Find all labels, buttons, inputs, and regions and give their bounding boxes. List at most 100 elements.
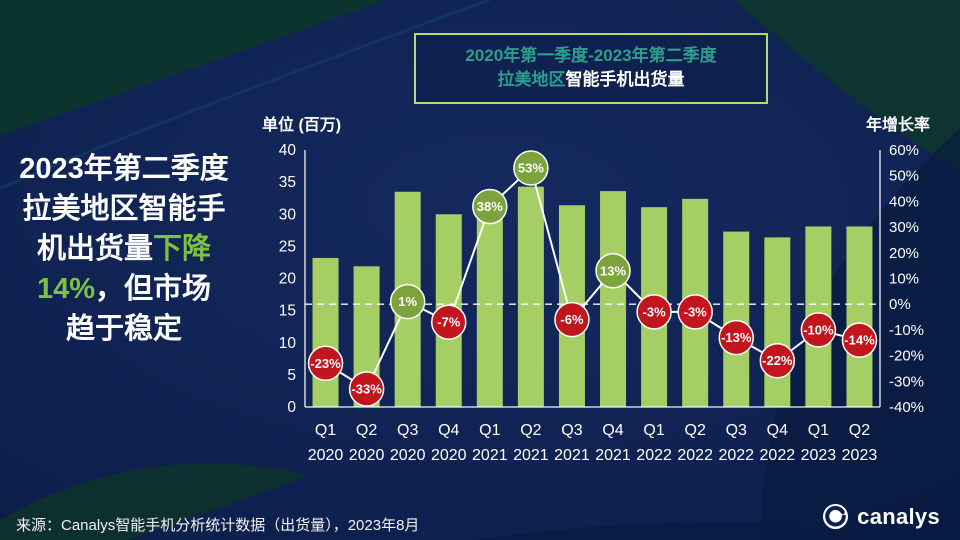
x-axis-year-label: 2023	[801, 447, 837, 464]
left-axis-tick-label: 35	[279, 174, 296, 191]
growth-marker-Q3 2021	[554, 301, 590, 338]
x-axis-quarter-label: Q1	[808, 422, 829, 439]
bar-Q4 2022	[764, 237, 791, 407]
x-axis-quarter-label: Q1	[315, 422, 336, 439]
x-axis-quarter-label: Q2	[356, 422, 377, 439]
left-axis-tick-label: 25	[279, 238, 296, 255]
growth-marker-label: -3%	[684, 304, 708, 319]
headline-line-3: 机出货量下降	[4, 229, 244, 269]
x-axis-quarter-label: Q1	[479, 422, 500, 439]
growth-marker-label: -13%	[721, 330, 752, 345]
left-axis-tick-label: 40	[279, 142, 297, 159]
right-axis-tick-label: 40%	[889, 193, 919, 210]
x-axis-quarter-label: Q4	[438, 422, 459, 439]
right-axis-tick-label: 0%	[889, 296, 911, 313]
growth-marker-Q2 2023	[841, 322, 878, 358]
left-axis-tick-label: 30	[279, 206, 297, 223]
growth-marker-Q2 2022	[677, 294, 713, 330]
growth-marker-Q4 2021	[595, 253, 631, 289]
left-axis-tick-label: 10	[279, 335, 297, 352]
headline-accent-text: 14%	[36, 273, 96, 305]
bar-Q3 2022	[723, 231, 750, 407]
chart-title-subject: 拉美地区智能手机出货量	[416, 68, 766, 92]
source-note: 来源：Canalys智能手机分析统计数据（出货量），2023年8月	[16, 517, 420, 534]
x-axis-year-label: 2022	[718, 447, 754, 464]
growth-marker-Q3 2020	[389, 283, 426, 320]
x-axis-year-label: 2021	[472, 447, 508, 464]
growth-marker-label: -6%	[560, 312, 584, 327]
left-axis-tick-label: 15	[279, 303, 296, 320]
right-axis-tick-label: 10%	[889, 271, 919, 288]
x-axis-year-label: 2022	[760, 447, 796, 464]
right-axis-tick-label: 30%	[889, 219, 919, 236]
x-axis-quarter-label: Q2	[685, 422, 706, 439]
headline-line-2: 拉美地区智能手	[4, 189, 244, 229]
x-axis-quarter-label: Q4	[767, 422, 788, 439]
growth-marker-label: -3%	[643, 304, 667, 319]
right-axis-unit-label: 年增长率	[866, 117, 931, 134]
left-axis-tick-label: 0	[287, 399, 296, 416]
right-axis-tick-label: 20%	[889, 245, 919, 262]
x-axis-year-label: 2020	[431, 447, 467, 464]
canalys-logo-icon	[823, 503, 849, 530]
growth-marker-label: -7%	[437, 315, 461, 330]
x-axis-quarter-label: Q1	[643, 422, 664, 439]
x-axis-year-label: 2020	[308, 447, 344, 464]
bar-Q2 2023	[846, 226, 873, 407]
right-axis-tick-label: -20%	[889, 348, 924, 365]
growth-marker-label: 53%	[518, 160, 544, 175]
x-axis-year-label: 2021	[595, 447, 631, 464]
bar-Q2 2021	[517, 186, 544, 407]
x-axis-quarter-label: Q3	[397, 422, 418, 439]
right-axis-tick-label: 50%	[889, 168, 919, 185]
growth-marker-label: -10%	[803, 322, 834, 337]
bar-Q4 2021	[600, 191, 627, 407]
growth-marker-label: -23%	[310, 356, 341, 371]
growth-marker-Q2 2021	[513, 150, 549, 186]
growth-marker-Q3 2022	[718, 319, 754, 356]
canalys-logo: canalys	[822, 503, 940, 530]
x-axis-year-label: 2023	[842, 447, 878, 464]
headline-line-4: 14%，但市场	[4, 269, 244, 309]
x-axis-year-label: 2021	[513, 447, 549, 464]
headline-text: 2023年第二季度	[19, 153, 229, 185]
chart-title-region: 拉美地区	[497, 70, 566, 89]
chart-title-period: 2020年第一季度-2023年第二季度	[465, 46, 717, 65]
growth-marker-Q2 2020	[348, 371, 385, 407]
headline-accent-text: 下降	[153, 233, 212, 265]
bar-Q1 2020	[312, 257, 339, 407]
growth-marker-Q1 2023	[800, 312, 837, 348]
chart-title-metric: 智能手机出货量	[565, 70, 685, 89]
canalys-logo-text: canalys	[857, 503, 940, 529]
headline-text: 趋于稳定	[65, 313, 182, 345]
growth-marker-label: -33%	[351, 382, 382, 397]
x-axis-quarter-label: Q2	[849, 422, 870, 439]
right-axis-tick-label: -40%	[889, 399, 924, 416]
headline-text: ，但市场	[95, 273, 212, 305]
x-axis-quarter-label: Q3	[561, 422, 582, 439]
x-axis-quarter-label: Q3	[726, 422, 747, 439]
right-axis-tick-label: -10%	[889, 322, 924, 339]
x-axis-year-label: 2020	[390, 447, 426, 464]
growth-marker-label: 13%	[600, 263, 626, 278]
growth-marker-Q1 2020	[307, 345, 344, 382]
growth-marker-Q1 2022	[636, 294, 672, 330]
headline-text: 机出货量	[36, 233, 153, 265]
x-axis-year-label: 2022	[677, 447, 713, 464]
growth-marker-Q1 2021	[472, 188, 508, 225]
left-axis-tick-label: 5	[287, 367, 296, 384]
x-axis-quarter-label: Q4	[602, 422, 623, 439]
growth-marker-label: -14%	[844, 333, 875, 348]
left-axis-unit-label: 单位 (百万)	[262, 117, 342, 134]
x-axis-year-label: 2020	[349, 447, 385, 464]
growth-marker-Q4 2020	[431, 304, 467, 340]
headline: 2023年第二季度 拉美地区智能手 机出货量下降 14%，但市场 趋于稳定	[4, 149, 244, 349]
headline-line-5: 趋于稳定	[4, 309, 244, 349]
growth-marker-label: 1%	[398, 294, 417, 309]
headline-text: 拉美地区智能手	[22, 193, 226, 225]
headline-line-1: 2023年第二季度	[4, 149, 244, 189]
growth-marker-Q4 2022	[759, 342, 796, 379]
bar-Q1 2021	[476, 209, 503, 407]
